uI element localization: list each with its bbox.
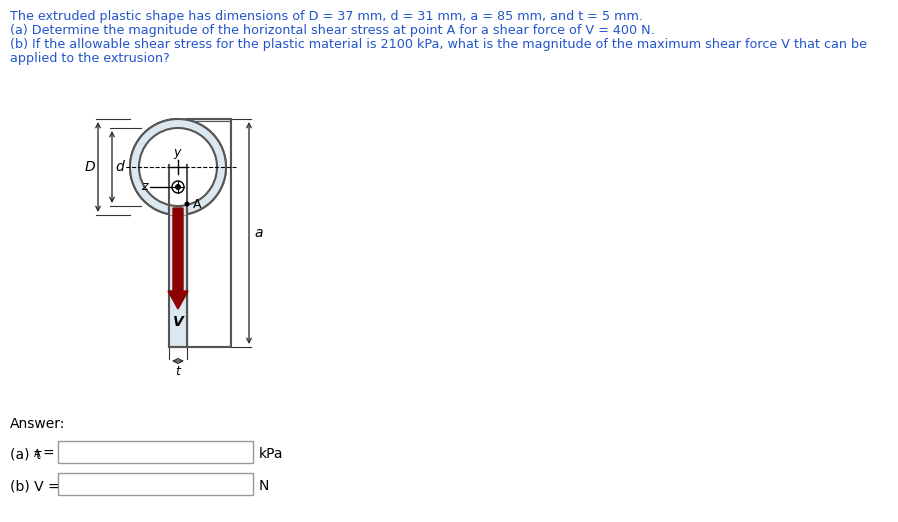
Text: =: = (43, 447, 55, 461)
Text: (a) Determine the magnitude of the horizontal shear stress at point A for a shea: (a) Determine the magnitude of the horiz… (10, 24, 655, 37)
Polygon shape (168, 208, 188, 309)
Text: V: V (172, 315, 183, 329)
Circle shape (172, 181, 184, 193)
FancyBboxPatch shape (58, 473, 253, 495)
Text: d: d (115, 160, 124, 174)
Circle shape (130, 119, 226, 215)
Text: Answer:: Answer: (10, 417, 66, 431)
Text: y: y (173, 146, 180, 159)
Text: (a) τ: (a) τ (10, 447, 42, 461)
Text: (b) If the allowable shear stress for the plastic material is 2100 kPa, what is : (b) If the allowable shear stress for th… (10, 38, 867, 51)
Circle shape (130, 119, 226, 215)
Text: N: N (259, 479, 269, 493)
Bar (187, 119, 231, 347)
Text: z: z (142, 181, 148, 194)
Text: kPa: kPa (259, 447, 284, 461)
Circle shape (139, 128, 217, 206)
Bar (169, 167, 187, 217)
Bar (169, 119, 187, 347)
Bar (169, 167, 187, 215)
Text: A: A (193, 197, 201, 210)
FancyBboxPatch shape (58, 441, 253, 463)
Text: D: D (84, 160, 95, 174)
Text: a: a (254, 226, 262, 240)
Circle shape (175, 184, 181, 190)
Text: applied to the extrusion?: applied to the extrusion? (10, 52, 170, 65)
Text: (b) V =: (b) V = (10, 479, 59, 493)
Circle shape (184, 201, 189, 207)
Text: t: t (176, 365, 180, 378)
Text: The extruded plastic shape has dimensions of D = 37 mm, d = 31 mm, a = 85 mm, an: The extruded plastic shape has dimension… (10, 10, 643, 23)
Circle shape (139, 128, 217, 206)
Bar (189, 121, 230, 346)
Text: A: A (34, 449, 40, 459)
